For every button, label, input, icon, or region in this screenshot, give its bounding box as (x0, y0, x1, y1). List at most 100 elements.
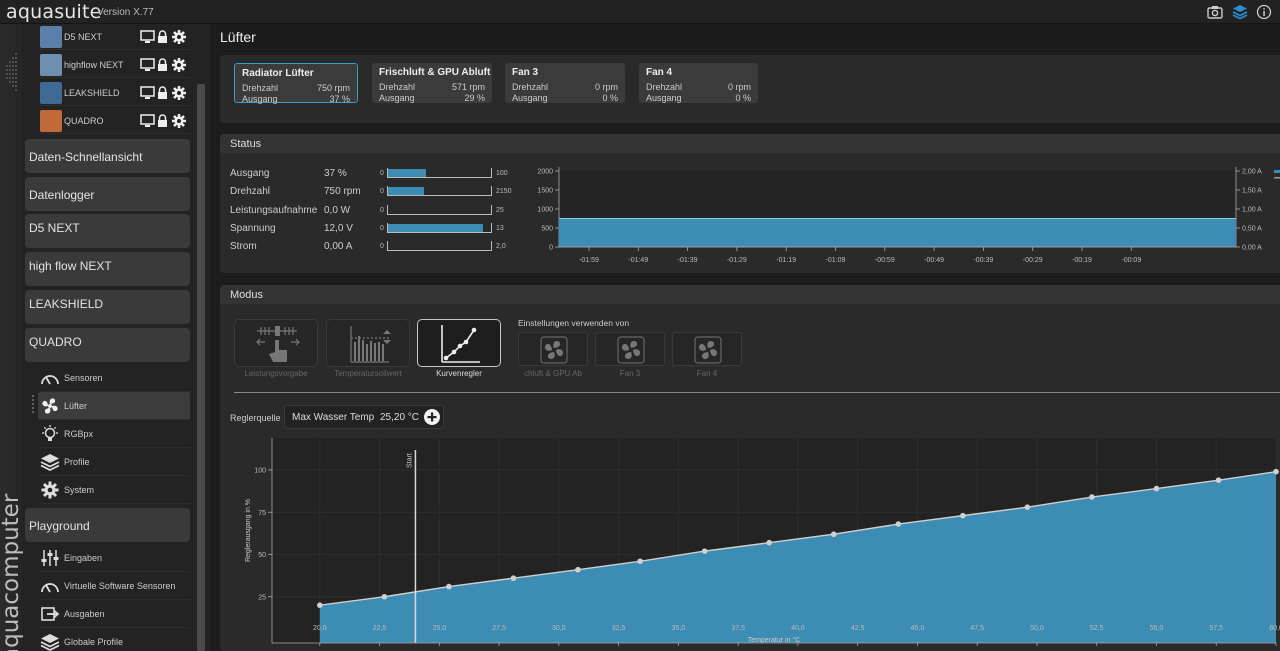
fan-output: 0 % (735, 93, 751, 103)
curve-point[interactable] (766, 539, 773, 546)
drag-handle-icon[interactable] (31, 394, 35, 416)
curve-point[interactable] (830, 531, 837, 538)
fan-card-fan-3[interactable]: Fan 3 Drehzahl 0 rpm Ausgang 0 % (505, 63, 625, 103)
fan-icon (694, 336, 722, 364)
screenshot-icon[interactable] (1207, 4, 1223, 20)
controller-source-value: 25,20 °C (380, 412, 420, 423)
curve-point[interactable] (510, 575, 517, 581)
lock-icon[interactable] (158, 114, 167, 127)
gear-icon[interactable] (172, 114, 186, 128)
monitor-icon[interactable] (140, 58, 155, 71)
fan-card-frischluft-gpu-abluft[interactable]: Frischluft & GPU Abluft Drehzahl 571 rpm… (372, 63, 492, 103)
mode-kurvenregler-button[interactable] (417, 319, 501, 367)
curve-point[interactable] (637, 558, 643, 565)
curve-x-tick: 47,5 (970, 625, 984, 632)
curve-y-axis-label: Reglerausgang in % (245, 499, 252, 562)
start-marker-label: Start (406, 453, 413, 468)
fan-speed: 750 rpm (316, 83, 350, 93)
status-x-tick: -01:49 (628, 257, 648, 264)
curve-point[interactable] (701, 548, 708, 554)
fan-card-fan-4[interactable]: Fan 4 Drehzahl 0 rpm Ausgang 0 % (639, 63, 758, 103)
gear-icon[interactable] (172, 30, 186, 44)
device-actions[interactable] (140, 57, 188, 73)
status-title: Status (230, 138, 262, 150)
device-actions[interactable] (140, 113, 188, 129)
gear-icon[interactable] (172, 86, 186, 100)
group-d5-next[interactable]: D5 NEXT (25, 214, 190, 248)
mode-title: Modus (230, 289, 264, 301)
monitor-icon[interactable] (140, 30, 155, 43)
curve-point[interactable] (1273, 468, 1279, 475)
nav-virtuelle-software-sensoren[interactable]: Virtuelle Software Sensoren (38, 572, 190, 600)
use-settings-from-button[interactable] (672, 332, 742, 366)
curve-point[interactable] (446, 583, 452, 590)
nav-globale-profile[interactable]: Globale Profile (38, 628, 190, 651)
nav-sensoren[interactable]: Sensoren (38, 364, 190, 392)
nav-eingaben[interactable]: Eingaben (38, 544, 190, 572)
info-icon[interactable] (1256, 4, 1272, 20)
group-playground[interactable]: Playground (25, 508, 190, 542)
nav-luefter[interactable]: Lüfter (38, 392, 190, 420)
curve-point[interactable] (1153, 485, 1160, 492)
nav-ausgaben[interactable]: Ausgaben (38, 600, 190, 628)
group-daten-schnellansicht[interactable]: Daten-Schnellansicht (25, 139, 190, 173)
status-area-series (559, 218, 1236, 247)
add-source-icon[interactable] (424, 409, 440, 425)
curve-y-tick: 25 (258, 594, 266, 601)
curve-point[interactable] (575, 566, 581, 573)
device-row[interactable]: LEAKSHIELD (38, 80, 190, 106)
monitor-icon[interactable] (140, 114, 155, 127)
status-bar-min: 0 (380, 188, 384, 196)
use-settings-from-button[interactable] (595, 332, 665, 366)
curve-point[interactable] (381, 593, 388, 600)
curve-y-tick: 50 (258, 552, 266, 559)
monitor-icon[interactable] (140, 86, 155, 99)
nav-rgbpx[interactable]: RGBpx (38, 420, 190, 448)
status-y2-tick: 0,50 A (1242, 226, 1262, 233)
nav-globale-profile-label: Globale Profile (64, 637, 124, 647)
group-high-flow-next[interactable]: high flow NEXT (25, 252, 190, 286)
status-value: 750 rpm (324, 186, 361, 198)
nav-luefter-label: Lüfter (64, 401, 88, 411)
lock-icon[interactable] (158, 86, 167, 99)
gear-icon[interactable] (172, 58, 186, 72)
curve-point[interactable] (1215, 477, 1222, 483)
status-bar (387, 168, 492, 178)
device-row[interactable]: highflow NEXT (38, 52, 190, 78)
status-y2-tick: 1,50 A (1242, 188, 1262, 195)
curve-point[interactable] (1089, 494, 1095, 500)
sidebar-scrollbar[interactable] (197, 84, 205, 651)
page-title: Lüfter (220, 29, 256, 45)
use-settings-from-label: Fan 4 (696, 369, 718, 378)
curve-point[interactable] (895, 521, 902, 527)
lock-icon[interactable] (158, 58, 167, 71)
lock-icon[interactable] (158, 30, 167, 43)
status-bar (387, 222, 492, 233)
layers-icon[interactable] (1232, 4, 1248, 20)
curve-chart[interactable]: 25 50 75 100 Start Reglerausgang in % (220, 438, 1280, 651)
device-row[interactable]: QUADRO (38, 108, 190, 134)
status-x-tick: -00:59 (875, 257, 895, 264)
curve-y-tick: 100 (254, 468, 266, 475)
controller-source-select[interactable]: Max Wasser Temp 25,20 °C (284, 405, 444, 429)
device-label: LEAKSHIELD (64, 88, 120, 98)
device-row[interactable]: D5 NEXT (38, 24, 190, 50)
curve-point[interactable] (960, 512, 966, 519)
nav-system[interactable]: System (38, 476, 190, 504)
device-actions[interactable] (140, 29, 188, 45)
curve-point[interactable] (317, 602, 323, 608)
group-quadro[interactable]: QUADRO (25, 328, 190, 362)
group-datenlogger[interactable]: Datenlogger (25, 177, 190, 211)
device-actions[interactable] (140, 85, 188, 101)
mode-temperatursollwert-button[interactable] (326, 319, 410, 367)
curve-y-tick: 75 (258, 510, 266, 517)
use-settings-from-button[interactable] (518, 332, 588, 366)
fan-name: Frischluft & GPU Abluft (379, 67, 491, 78)
nav-profile[interactable]: Profile (38, 448, 190, 476)
nav-sensoren-label: Sensoren (64, 373, 103, 383)
fan-card-radiator-luefter[interactable]: Radiator Lüfter Drehzahl 750 rpm Ausgang… (230, 59, 362, 107)
curve-point[interactable] (1024, 504, 1031, 510)
group-leakshield[interactable]: LEAKSHIELD (25, 290, 190, 324)
collapse-sidebar-icon[interactable] (4, 44, 20, 114)
mode-leistungsvorgabe-button[interactable] (234, 319, 318, 367)
